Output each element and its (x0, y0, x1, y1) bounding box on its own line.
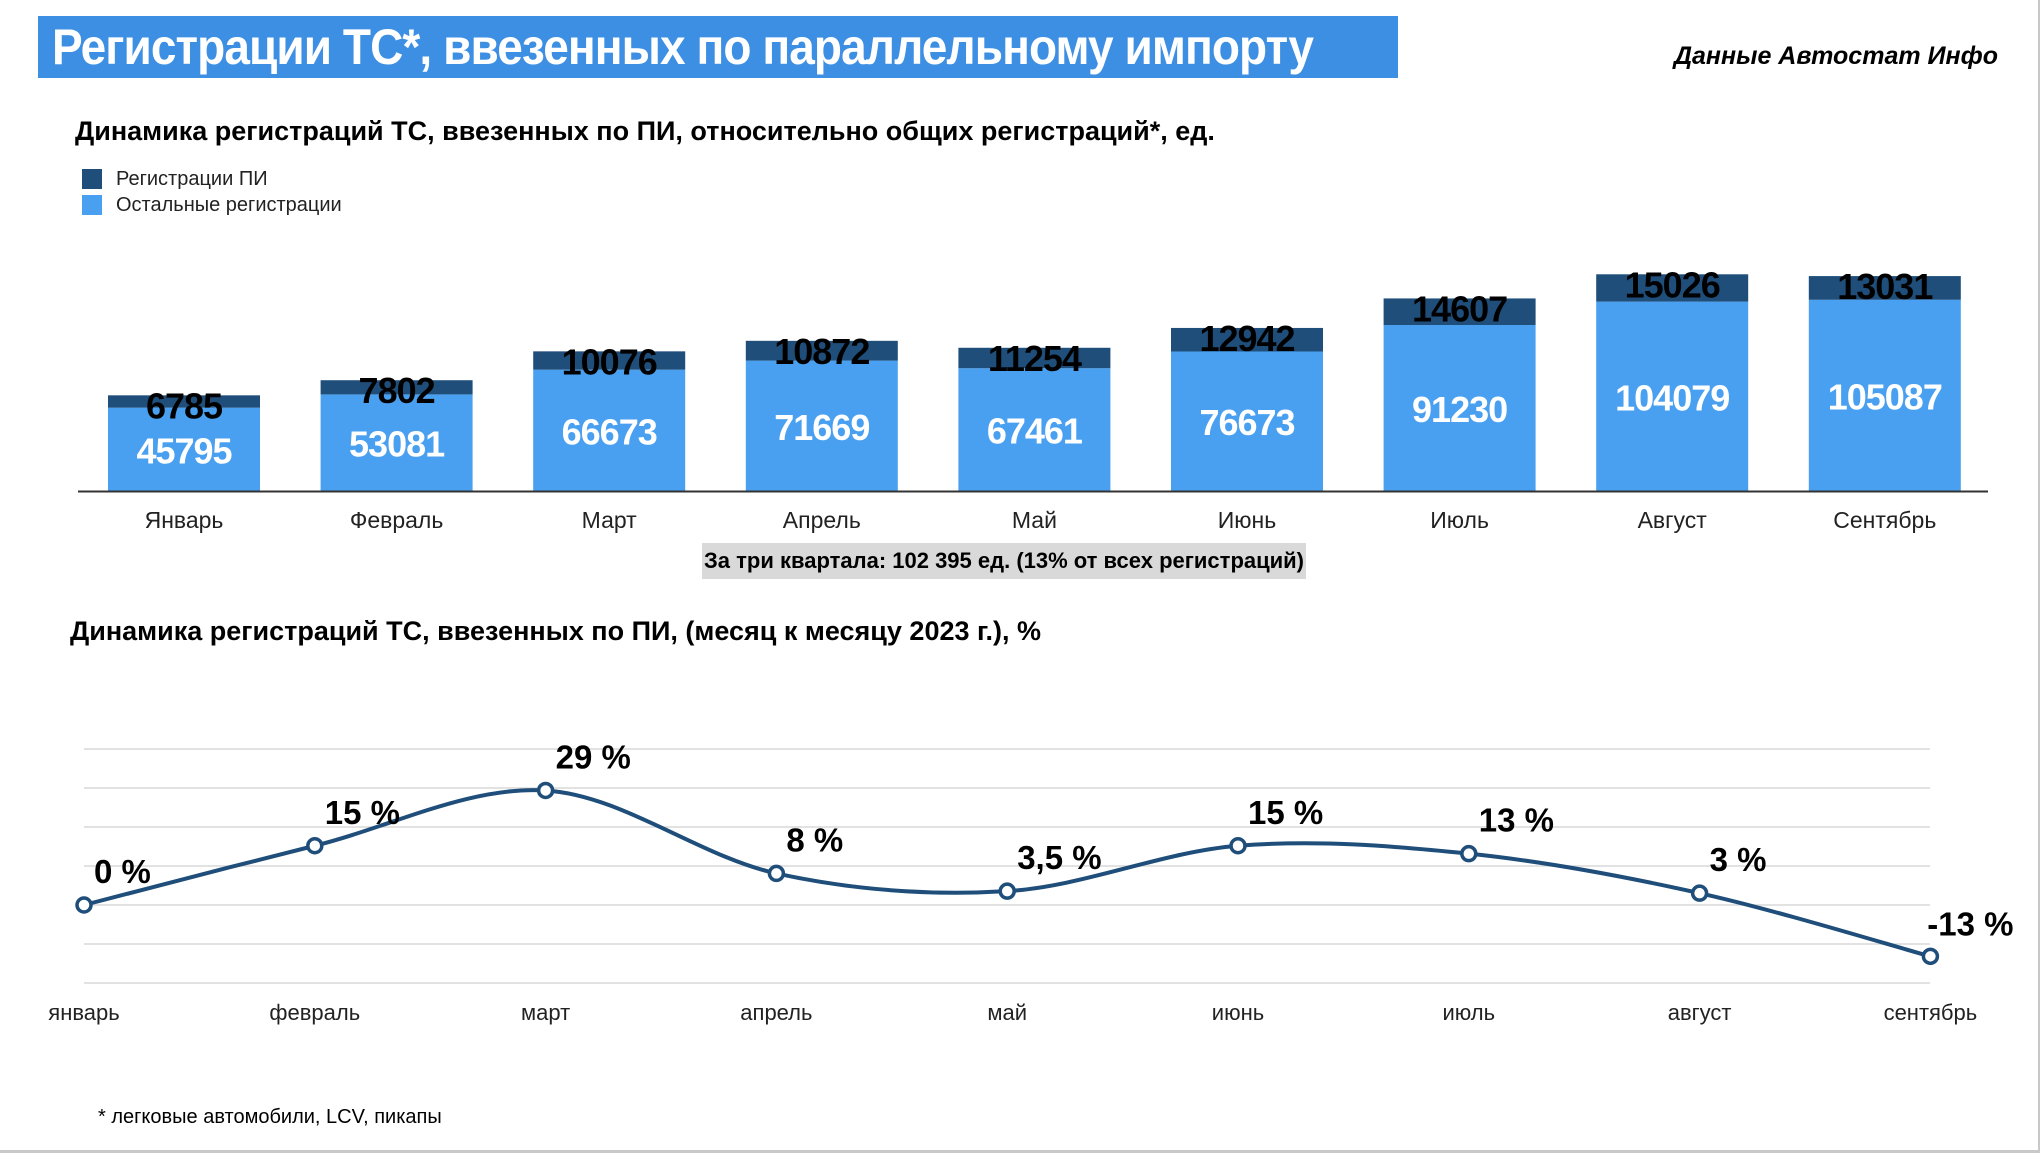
bar-other-4 (745, 360, 898, 491)
bar-xtick-2: Февраль (350, 507, 443, 533)
legend-label-other: Остальные регистрации (116, 193, 342, 216)
bar-xtick-9: Сентябрь (1833, 507, 1936, 533)
legend-swatch-other (82, 195, 102, 215)
bar-pi-label-2: 7802 (359, 370, 435, 411)
bar-pi-3 (533, 351, 686, 370)
bar-other-label-8: 104079 (1615, 377, 1729, 418)
data-source: Данные Автостат Инфо (1673, 42, 1998, 70)
line-chart-title: Динамика регистраций ТС, ввезенных по ПИ… (70, 616, 1042, 646)
bar-pi-label-4: 10872 (774, 331, 869, 372)
bar-pi-6 (1171, 327, 1323, 352)
bar-chart-title: Динамика регистраций ТС, ввезенных по ПИ… (75, 116, 1215, 146)
bar-other-label-3: 66673 (562, 411, 657, 452)
bar-xtick-6: Июнь (1218, 507, 1276, 533)
bar-pi-label-6: 12942 (1199, 318, 1294, 359)
footnote: * легковые автомобили, LCV, пикапы (98, 1106, 442, 1128)
bar-other-3 (533, 369, 686, 491)
bar-other-label-7: 91230 (1412, 389, 1507, 430)
bar-other-label-9: 105087 (1828, 376, 1942, 417)
bar-pi-9 (1808, 276, 1961, 300)
bar-pi-2 (320, 380, 473, 395)
bar-pi-8 (1596, 274, 1749, 302)
bar-xtick-8: Август (1638, 507, 1708, 533)
bar-other-label-6: 76673 (1199, 402, 1294, 443)
bar-pi-1 (108, 395, 260, 408)
legend-item-other: Остальные регистрации (82, 192, 342, 218)
legend-swatch-pi (82, 169, 102, 189)
bar-xtick-7: Июль (1430, 507, 1489, 533)
bar-other-1 (108, 407, 260, 491)
bar-pi-label-8: 15026 (1625, 264, 1720, 305)
bar-pi-label-9: 13031 (1837, 266, 1933, 307)
bar-other-6 (1171, 351, 1323, 491)
bar-other-2 (320, 394, 473, 491)
page-title: Регистрации ТС*, ввезенных по параллельн… (52, 19, 1314, 75)
bar-other-8 (1596, 301, 1749, 491)
bar-other-label-1: 45795 (136, 430, 232, 471)
bar-xtick-5: Май (1012, 507, 1057, 533)
bar-pi-label-7: 14607 (1412, 288, 1507, 329)
bar-other-label-2: 53081 (349, 424, 445, 465)
bar-other-label-5: 67461 (987, 411, 1083, 452)
legend-label-pi: Регистрации ПИ (116, 167, 268, 190)
bar-pi-label-3: 10076 (562, 341, 657, 382)
bar-other-7 (1383, 325, 1536, 491)
title-bar (38, 16, 1398, 78)
summary-box: За три квартала: 102 395 ед. (13% от все… (702, 543, 1306, 579)
bar-xtick-4: Апрель (783, 507, 861, 533)
bar-xtick-3: Март (582, 507, 637, 533)
bar-pi-label-5: 11254 (988, 338, 1082, 379)
bar-pi-label-1: 6785 (146, 385, 223, 426)
bar-other-label-4: 71669 (774, 407, 869, 448)
bar-pi-4 (745, 340, 898, 361)
bar-pi-7 (1383, 298, 1536, 326)
legend-item-pi: Регистрации ПИ (82, 166, 342, 192)
bar-other-9 (1808, 299, 1961, 491)
bar-other-5 (958, 368, 1111, 491)
bar-legend: Регистрации ПИ Остальные регистрации (82, 166, 342, 218)
bar-pi-5 (958, 347, 1111, 369)
bar-xtick-1: Январь (145, 507, 224, 533)
